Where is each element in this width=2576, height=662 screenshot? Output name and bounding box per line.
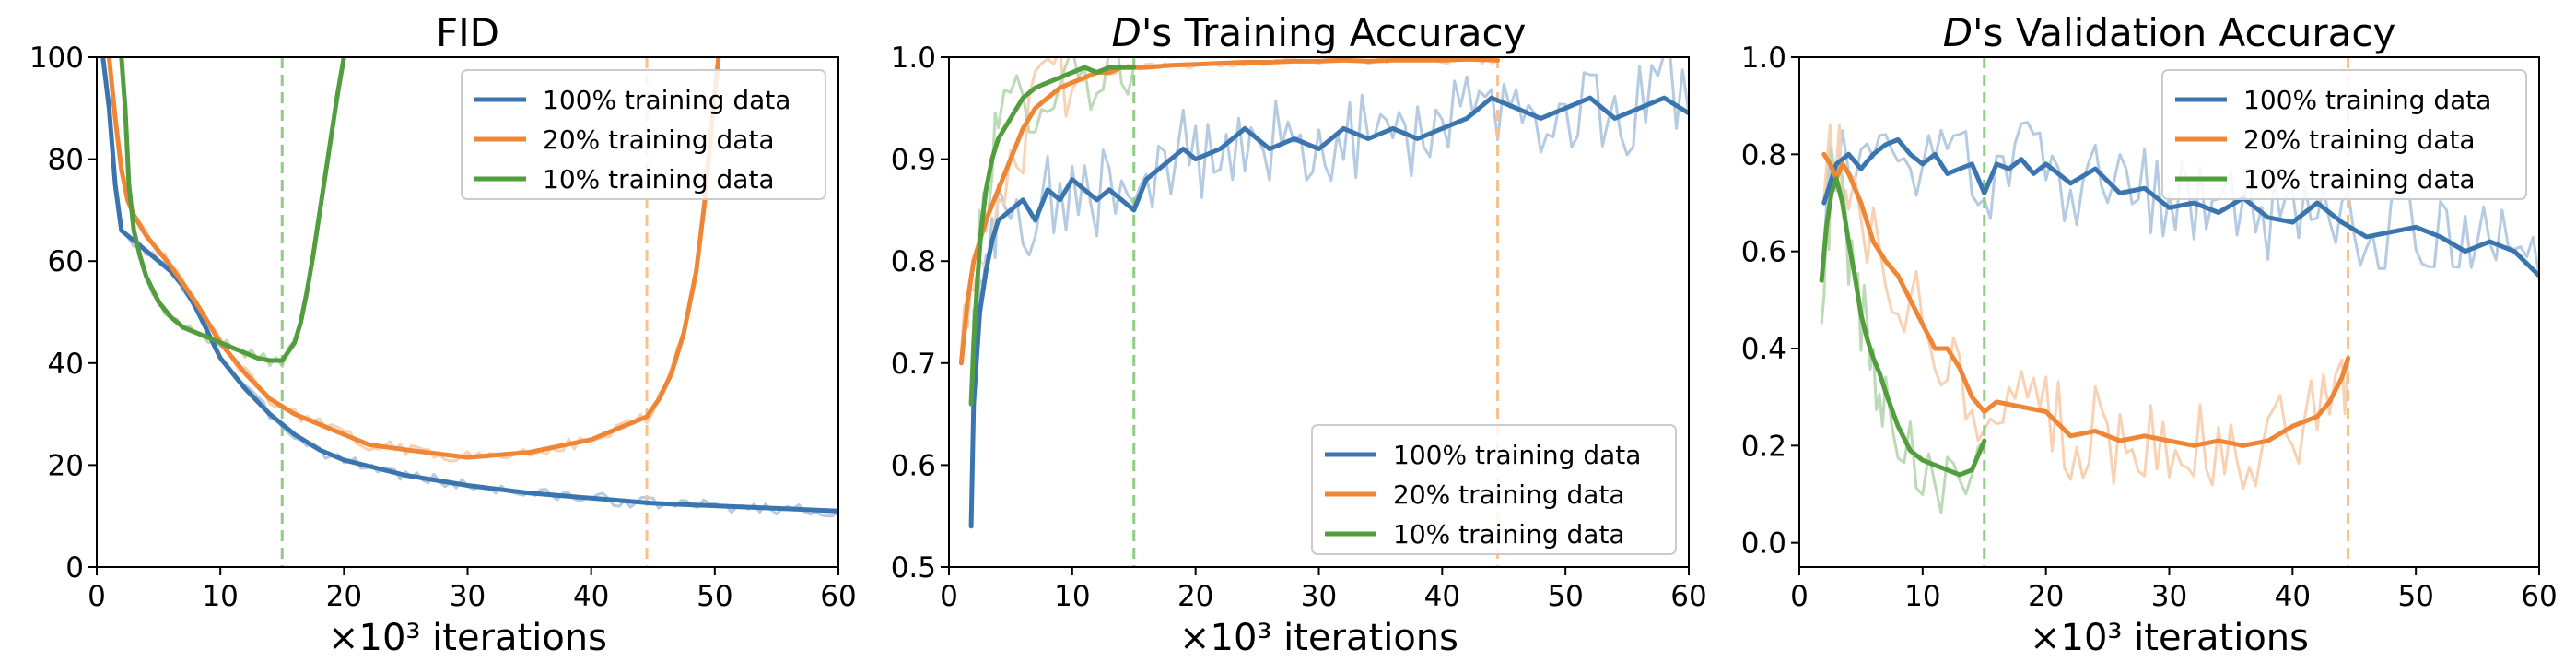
chart-title-prefix: D bbox=[1943, 10, 1973, 55]
chart-panel-2: 0 10 20 30 40 50 60 0.5 0.6 0.7 0.8 0.9 1.0 D's Train… bbox=[891, 10, 1707, 659]
legend-entry-2: 20% training data bbox=[543, 124, 775, 155]
chart-title: D's Validation Accuracy bbox=[1943, 10, 2396, 55]
y-tick-label-3: 0.6 bbox=[1741, 236, 1786, 269]
x-tick-label-5: 50 bbox=[697, 580, 732, 613]
x-tick-label-6: 60 bbox=[1670, 580, 1706, 613]
legend-entry-1: 100% training data bbox=[2243, 85, 2491, 115]
x-tick-label-6: 60 bbox=[2521, 580, 2557, 613]
series-line-3 bbox=[968, 65, 1137, 407]
y-tick-label-5: 1.0 bbox=[891, 41, 936, 75]
series-line-3 bbox=[119, 57, 346, 363]
raw-trace-2 bbox=[1822, 123, 2350, 491]
plot-area bbox=[958, 57, 1689, 567]
y-tick-label-5: 1.0 bbox=[1741, 41, 1786, 75]
chart-title-text: FID bbox=[436, 10, 499, 55]
x-tick-label-6: 60 bbox=[820, 580, 856, 613]
plot-area bbox=[1819, 57, 2539, 567]
chart-title-prefix: D bbox=[1112, 10, 1142, 55]
chart-title: D's Training Accuracy bbox=[1112, 10, 1527, 55]
y-tick-label-1: 0.2 bbox=[1741, 430, 1786, 463]
x-axis-label: ×10³ iterations bbox=[1179, 617, 1458, 659]
x-axis-label: ×10³ iterations bbox=[328, 617, 607, 659]
y-tick-label-4: 0.9 bbox=[891, 144, 936, 177]
y-tick-label-1: 0.6 bbox=[891, 449, 936, 482]
legend-entry-2: 20% training data bbox=[1393, 479, 1625, 510]
x-tick-label-0: 0 bbox=[1790, 580, 1809, 613]
series-line-2 bbox=[106, 57, 721, 460]
legend-frame bbox=[2161, 69, 2527, 200]
chart-panel-3: 0 10 20 30 40 50 60 0.0 0.2 0.4 0.6 0.8 1.0 D's Valid… bbox=[1741, 10, 2558, 659]
x-tick-label-2: 20 bbox=[1177, 580, 1213, 613]
x-tick-label-4: 40 bbox=[2275, 580, 2311, 613]
y-tick-label-0: 0.5 bbox=[891, 551, 936, 585]
y-tick-label-5: 100 bbox=[29, 41, 84, 75]
y-tick-label-4: 80 bbox=[48, 144, 84, 177]
chart-panel-1: 0 10 20 30 40 50 60 0 20 40 60 80 100 FID ×10³ iterati… bbox=[29, 10, 857, 659]
raw-trace-3 bbox=[120, 57, 345, 368]
y-tick-label-2: 40 bbox=[48, 348, 84, 381]
y-tick-label-4: 0.8 bbox=[1741, 138, 1786, 171]
x-tick-label-0: 0 bbox=[940, 580, 958, 613]
series-line-1 bbox=[100, 57, 838, 514]
y-tick-label-3: 0.8 bbox=[891, 245, 936, 278]
y-tick-label-2: 0.4 bbox=[1741, 333, 1786, 366]
legend-entry-1: 100% training data bbox=[543, 85, 790, 115]
x-tick-label-3: 30 bbox=[450, 580, 486, 613]
x-tick-label-4: 40 bbox=[573, 580, 609, 613]
x-tick-label-2: 20 bbox=[2028, 580, 2064, 613]
legend-entry-1: 100% training data bbox=[1393, 440, 1641, 470]
chart-title-text: 's Validation Accuracy bbox=[1973, 10, 2395, 55]
legend-entry-3: 10% training data bbox=[2243, 164, 2476, 195]
x-tick-label-3: 30 bbox=[2151, 580, 2187, 613]
chart-title: FID bbox=[436, 10, 499, 55]
legend-entry-3: 10% training data bbox=[543, 164, 775, 195]
x-tick-label-0: 0 bbox=[88, 580, 106, 613]
legend: 100% training data 20% training data 10% t… bbox=[461, 69, 826, 200]
x-tick-label-4: 40 bbox=[1424, 580, 1460, 613]
series-line-1 bbox=[968, 95, 1689, 529]
x-tick-label-1: 10 bbox=[1054, 580, 1090, 613]
y-tick-label-1: 20 bbox=[48, 449, 84, 482]
x-tick-label-1: 10 bbox=[1904, 580, 1940, 613]
legend: 100% training data 20% training data 10% t… bbox=[1311, 424, 1677, 555]
plot-area bbox=[100, 57, 838, 567]
y-tick-label-0: 0.0 bbox=[1741, 527, 1786, 561]
x-tick-label-5: 50 bbox=[2397, 580, 2433, 613]
x-tick-label-2: 20 bbox=[326, 580, 362, 613]
legend: 100% training data 20% training data 10% t… bbox=[2161, 69, 2527, 200]
x-tick-label-1: 10 bbox=[202, 580, 238, 613]
series-line-3 bbox=[1819, 176, 1987, 478]
y-tick-label-3: 60 bbox=[48, 245, 84, 278]
y-tick-label-2: 0.7 bbox=[891, 348, 936, 381]
legend-entry-3: 10% training data bbox=[1393, 519, 1625, 550]
y-tick-label-0: 0 bbox=[65, 551, 84, 585]
x-tick-label-5: 50 bbox=[1547, 580, 1583, 613]
legend-entry-2: 20% training data bbox=[2243, 124, 2476, 155]
legend-frame bbox=[461, 69, 826, 200]
series-line-1 bbox=[1821, 137, 2539, 278]
series-line-2 bbox=[958, 57, 1501, 366]
legend-frame bbox=[1311, 424, 1677, 555]
x-axis-label: ×10³ iterations bbox=[2030, 617, 2309, 659]
x-tick-label-3: 30 bbox=[1301, 580, 1337, 613]
chart-title-text: 's Training Accuracy bbox=[1142, 10, 1527, 55]
series-line-2 bbox=[1821, 151, 2351, 448]
